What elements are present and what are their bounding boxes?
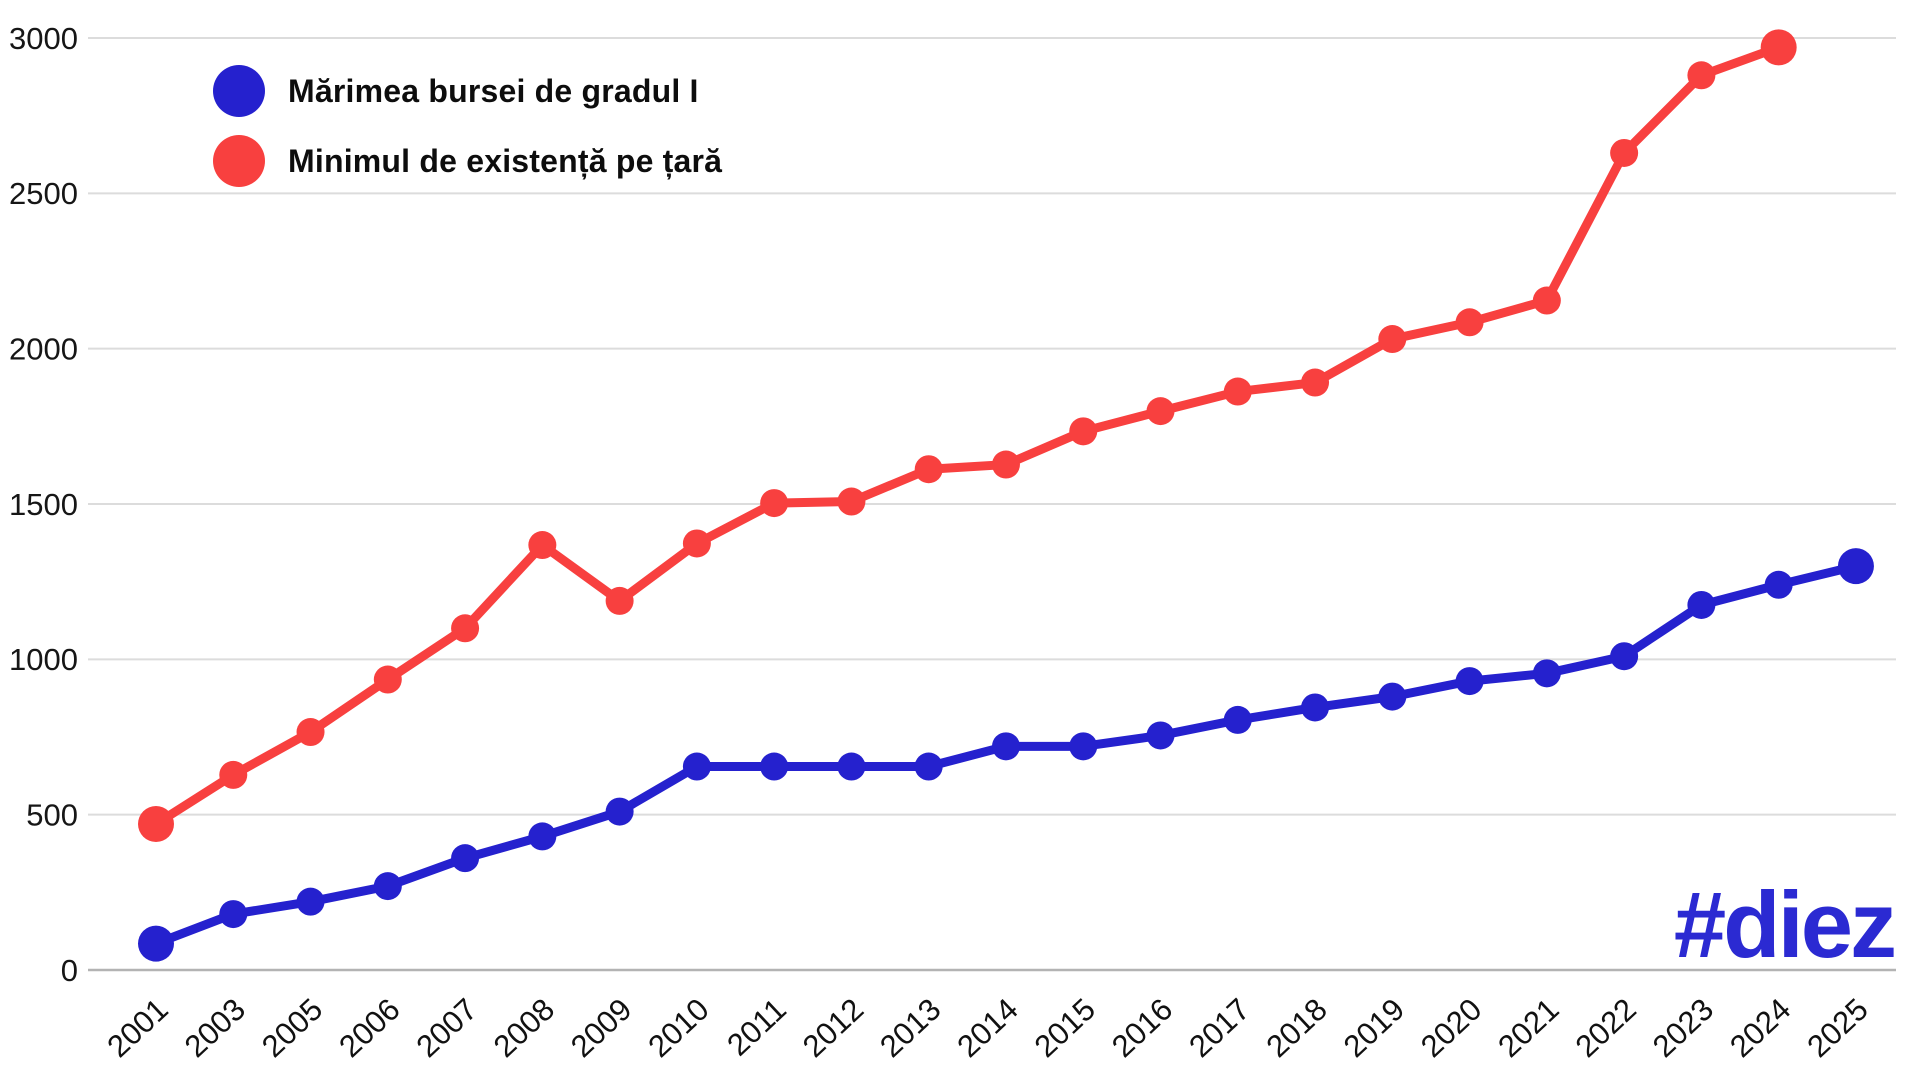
y-axis-tick-label: 2500 — [9, 176, 78, 211]
data-point — [1146, 721, 1175, 750]
data-point — [1455, 667, 1484, 696]
data-point — [296, 718, 325, 747]
data-point — [1455, 308, 1484, 337]
x-axis-tick-label: 2014 — [950, 992, 1024, 1065]
data-point — [219, 760, 248, 789]
x-axis-tick-label: 2018 — [1260, 992, 1334, 1065]
legend-marker-red-icon — [213, 135, 265, 187]
x-axis-tick-label: 2005 — [255, 992, 329, 1065]
data-point — [991, 450, 1020, 479]
x-axis-tick-label: 2009 — [564, 992, 638, 1065]
data-point — [296, 887, 325, 916]
data-point — [373, 872, 402, 901]
data-point — [837, 752, 866, 781]
y-axis-tick-label: 0 — [61, 953, 78, 988]
x-axis-tick-label: 2011 — [720, 992, 793, 1063]
x-axis-tick-label: 2015 — [1028, 992, 1102, 1065]
data-point — [138, 805, 174, 842]
x-axis-tick-label: 2003 — [178, 992, 252, 1065]
data-point — [1532, 659, 1561, 688]
x-axis-tick-label: 2017 — [1182, 992, 1256, 1065]
data-point — [1069, 732, 1098, 761]
data-point — [991, 732, 1020, 761]
data-point — [1069, 417, 1098, 446]
x-axis-tick-label: 2019 — [1337, 992, 1411, 1065]
x-axis-tick-label: 2025 — [1800, 992, 1874, 1065]
data-point — [914, 752, 943, 781]
data-point — [682, 752, 711, 781]
data-point — [760, 489, 789, 518]
data-point — [1760, 29, 1797, 66]
legend-label-bursa: Mărimea bursei de gradul I — [288, 72, 699, 109]
series-line-minim — [151, 42, 1784, 829]
data-point — [1610, 138, 1639, 167]
data-point — [1301, 368, 1330, 397]
data-point — [1837, 548, 1874, 585]
diez-logo: #diez — [1673, 872, 1897, 977]
y-axis-tick-label: 1500 — [9, 487, 78, 522]
legend-marker-blue-icon — [213, 65, 265, 117]
data-point — [1532, 286, 1561, 315]
data-point — [1687, 590, 1716, 619]
data-point — [1610, 642, 1639, 671]
data-point — [837, 487, 866, 516]
x-axis-tick-label: 2021 — [1491, 992, 1565, 1065]
data-point — [1146, 397, 1175, 426]
data-point — [605, 586, 634, 615]
data-point — [451, 614, 480, 643]
x-axis-tick-label: 2010 — [641, 992, 715, 1065]
data-point — [1378, 682, 1407, 711]
x-axis-tick-label: 2020 — [1414, 992, 1488, 1065]
legend-item-minim: Minimul de existență pe țară — [213, 135, 722, 187]
legend: Mărimea bursei de gradul I Minimul de ex… — [213, 65, 722, 187]
data-point — [451, 844, 480, 873]
x-axis-tick-label: 2022 — [1569, 992, 1643, 1065]
data-point — [1764, 570, 1793, 599]
data-point — [605, 797, 634, 826]
legend-label-minim: Minimul de existență pe țară — [288, 142, 723, 179]
data-point — [1687, 61, 1716, 90]
data-point — [1301, 693, 1330, 722]
x-axis-tick-label: 2024 — [1723, 992, 1797, 1065]
x-axis-tick-label: 2008 — [487, 992, 561, 1065]
x-axis-tick-label: 2007 — [410, 992, 484, 1065]
data-point — [1223, 705, 1252, 734]
y-axis-tick-label: 1000 — [9, 642, 78, 677]
data-point — [682, 529, 711, 558]
y-axis-tick-label: 2000 — [9, 332, 78, 367]
x-axis-tick-label: 2023 — [1646, 992, 1720, 1065]
data-point — [1223, 377, 1252, 406]
y-axis-tick-label: 500 — [26, 798, 78, 833]
x-axis-tick-label: 2016 — [1105, 992, 1179, 1065]
data-point — [528, 531, 557, 560]
legend-item-bursa: Mărimea bursei de gradul I — [213, 65, 722, 117]
data-point — [528, 822, 557, 851]
x-axis-tick-label: 2001 — [100, 992, 174, 1065]
data-point — [1378, 325, 1407, 354]
data-point — [138, 925, 174, 962]
x-axis-tick-label: 2006 — [332, 992, 406, 1065]
data-point — [914, 455, 943, 484]
data-point — [219, 900, 248, 929]
y-axis-tick-label: 3000 — [9, 21, 78, 56]
data-point — [373, 665, 402, 694]
x-axis-tick-label: 2013 — [873, 992, 947, 1065]
data-point — [760, 752, 789, 781]
x-axis-tick-label: 2012 — [796, 992, 870, 1065]
